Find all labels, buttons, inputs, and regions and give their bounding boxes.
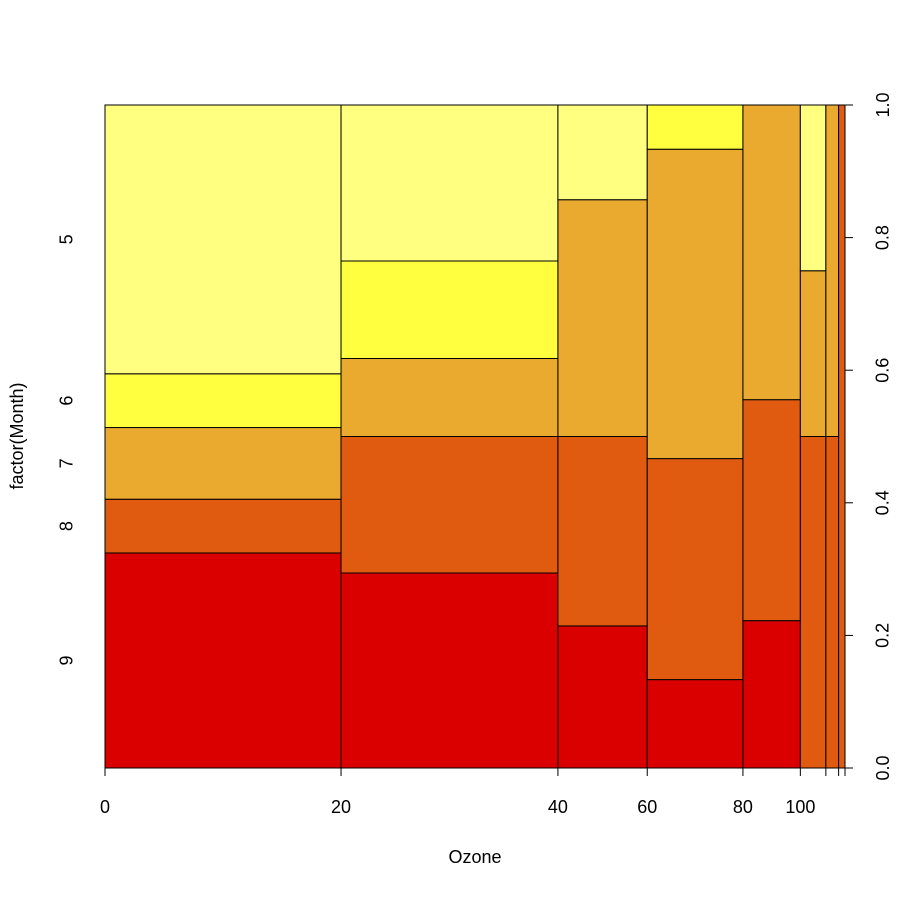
- bar-segment: [742, 399, 801, 622]
- y-category-label: 7: [57, 458, 77, 468]
- y-category-label: 8: [57, 521, 77, 531]
- bar-segment: [799, 436, 827, 769]
- y2-tick-label: 0.8: [873, 225, 893, 250]
- y2-tick-label: 0.4: [873, 490, 893, 515]
- bar-segment: [340, 436, 559, 574]
- y2-tick-label: 0.2: [873, 623, 893, 648]
- y2-tick-label: 1.0: [873, 92, 893, 117]
- bar-segment: [646, 148, 744, 460]
- x-axis-title: Ozone: [448, 847, 501, 867]
- x-tick-label: 0: [100, 797, 110, 817]
- x-tick-label: 100: [785, 797, 815, 817]
- x-tick-label: 80: [733, 797, 753, 817]
- x-tick-label: 20: [331, 797, 351, 817]
- bar-segment: [557, 436, 648, 627]
- y-category-label: 6: [57, 396, 77, 406]
- bar-segment: [557, 104, 648, 201]
- bar-segment: [646, 104, 744, 150]
- bar-segment: [104, 427, 342, 500]
- bar-segment: [557, 199, 648, 437]
- bar-segment: [104, 104, 342, 375]
- y-axis-title: factor(Month): [7, 382, 27, 489]
- bar-segment: [799, 270, 827, 437]
- bar-segment: [104, 498, 342, 554]
- bar-segment: [742, 104, 801, 401]
- bar-segment: [742, 620, 801, 769]
- bar-segment: [557, 625, 648, 769]
- x-tick-label: 40: [548, 797, 568, 817]
- bar-segment: [340, 358, 559, 437]
- bar-segment: [825, 104, 840, 437]
- y2-tick-label: 0.0: [873, 755, 893, 780]
- bar-segment: [340, 104, 559, 262]
- bar-segment: [646, 458, 744, 681]
- bar-segment: [340, 572, 559, 769]
- bar-segment: [799, 104, 827, 272]
- bar-segment: [646, 679, 744, 769]
- x-tick-label: 60: [637, 797, 657, 817]
- bar-segment: [104, 373, 342, 429]
- bar-segment: [825, 436, 840, 769]
- y-category-label: 9: [57, 655, 77, 665]
- bar-segment: [838, 104, 846, 769]
- y-category-label: 5: [57, 234, 77, 244]
- bar-segment: [104, 552, 342, 769]
- bar-segment: [340, 260, 559, 359]
- y2-tick-label: 0.6: [873, 358, 893, 383]
